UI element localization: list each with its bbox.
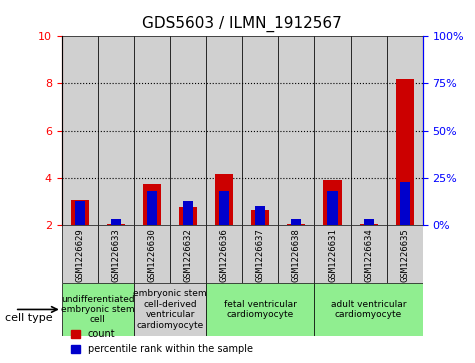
Bar xyxy=(215,174,233,225)
Bar xyxy=(360,224,378,225)
Text: GSM1226633: GSM1226633 xyxy=(112,228,120,282)
Bar xyxy=(75,200,85,225)
Text: GSM1226631: GSM1226631 xyxy=(328,228,337,282)
Bar xyxy=(183,200,193,225)
Bar xyxy=(387,225,423,283)
Bar xyxy=(111,219,121,225)
Text: fetal ventricular
cardiomyocyte: fetal ventricular cardiomyocyte xyxy=(224,300,297,319)
Bar xyxy=(134,283,206,336)
Bar xyxy=(314,283,423,336)
Bar xyxy=(323,180,342,225)
Bar xyxy=(62,225,98,283)
Bar xyxy=(387,36,423,225)
Text: GSM1226632: GSM1226632 xyxy=(184,228,192,282)
Bar xyxy=(255,206,266,225)
Text: GSM1226637: GSM1226637 xyxy=(256,228,265,282)
Text: GSM1226638: GSM1226638 xyxy=(292,228,301,282)
Bar xyxy=(219,191,229,225)
Text: cell type: cell type xyxy=(5,313,52,323)
Bar xyxy=(287,224,305,225)
Bar xyxy=(62,283,134,336)
Bar xyxy=(399,182,410,225)
Bar xyxy=(314,225,351,283)
Text: adult ventricular
cardiomyocyte: adult ventricular cardiomyocyte xyxy=(331,300,406,319)
Text: GSM1226629: GSM1226629 xyxy=(76,228,84,282)
Bar xyxy=(134,225,170,283)
Text: undifferentiated
embryonic stem
cell: undifferentiated embryonic stem cell xyxy=(61,294,135,325)
Bar xyxy=(396,79,414,225)
Bar xyxy=(170,36,206,225)
Text: GSM1226630: GSM1226630 xyxy=(148,228,156,282)
Bar xyxy=(242,225,278,283)
Text: GSM1226634: GSM1226634 xyxy=(364,228,373,282)
Bar xyxy=(98,36,134,225)
Bar xyxy=(291,219,302,225)
Bar xyxy=(143,184,161,225)
Bar xyxy=(107,224,125,225)
Bar xyxy=(314,36,351,225)
Legend: count, percentile rank within the sample: count, percentile rank within the sample xyxy=(66,326,257,358)
Bar xyxy=(363,219,374,225)
Bar xyxy=(206,283,314,336)
Bar xyxy=(170,225,206,283)
Bar xyxy=(134,36,170,225)
Bar xyxy=(278,225,314,283)
Bar xyxy=(98,225,134,283)
Bar xyxy=(62,36,98,225)
Bar xyxy=(71,200,89,225)
Bar xyxy=(351,225,387,283)
Bar xyxy=(147,191,157,225)
Bar xyxy=(179,207,197,225)
Title: GDS5603 / ILMN_1912567: GDS5603 / ILMN_1912567 xyxy=(142,16,342,32)
Bar xyxy=(251,210,269,225)
Bar xyxy=(327,191,338,225)
Bar xyxy=(351,36,387,225)
Text: embryonic stem
cell-derived
ventricular
cardiomyocyte: embryonic stem cell-derived ventricular … xyxy=(133,289,207,330)
Bar xyxy=(206,36,242,225)
Text: GSM1226636: GSM1226636 xyxy=(220,228,228,282)
Bar xyxy=(278,36,314,225)
Text: GSM1226635: GSM1226635 xyxy=(400,228,409,282)
Bar xyxy=(242,36,278,225)
Bar xyxy=(206,225,242,283)
